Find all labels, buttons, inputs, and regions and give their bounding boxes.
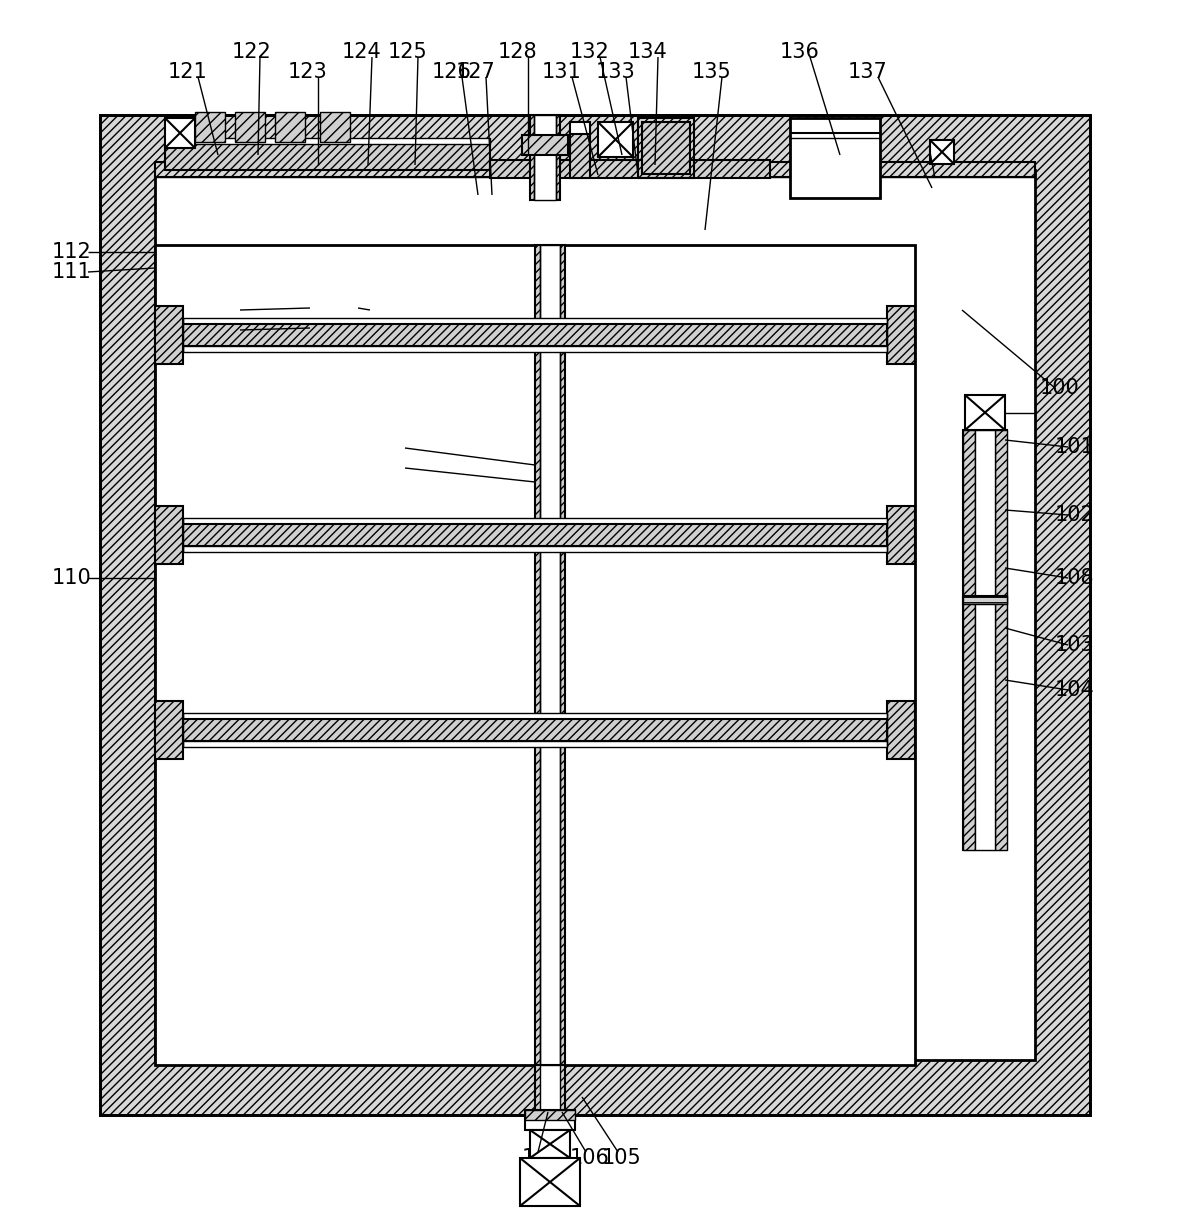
Bar	[790, 118, 879, 198]
Text: 107: 107	[522, 1148, 562, 1168]
Bar	[165, 118, 195, 148]
Bar	[536, 245, 565, 1065]
Bar	[599, 122, 633, 158]
Text: 125: 125	[388, 42, 428, 62]
Bar	[183, 524, 887, 546]
Text: 108: 108	[1056, 568, 1095, 589]
Bar	[155, 245, 915, 1065]
Bar	[534, 115, 556, 200]
Bar	[155, 701, 183, 759]
Text: 137: 137	[848, 62, 888, 82]
Bar	[931, 140, 954, 164]
Bar	[100, 115, 1090, 1115]
Text: 117: 117	[372, 458, 412, 477]
Bar	[525, 1110, 575, 1129]
Bar	[975, 430, 995, 850]
Bar	[183, 346, 887, 352]
Bar	[995, 430, 1007, 850]
Bar	[275, 112, 305, 142]
Bar	[963, 430, 1007, 850]
Text: 135: 135	[693, 62, 732, 82]
Bar	[641, 122, 690, 175]
Text: 126: 126	[432, 62, 472, 82]
Bar	[183, 324, 887, 346]
Text: 104: 104	[1056, 680, 1095, 700]
Text: 110: 110	[52, 568, 92, 589]
Text: 122: 122	[232, 42, 271, 62]
Bar	[540, 245, 560, 1065]
Bar	[155, 505, 183, 564]
Text: 128: 128	[499, 42, 538, 62]
Text: 114: 114	[278, 317, 318, 338]
Bar	[155, 170, 1035, 1060]
Bar	[520, 1158, 580, 1206]
Bar	[525, 1110, 575, 1120]
Bar	[522, 136, 568, 155]
Text: 133: 133	[596, 62, 635, 82]
Bar	[887, 701, 915, 759]
Text: 113: 113	[278, 298, 318, 317]
Bar	[195, 112, 225, 142]
Bar	[570, 129, 590, 178]
Bar	[165, 138, 490, 144]
Bar	[183, 518, 887, 524]
Bar	[234, 112, 265, 142]
Text: 136: 136	[781, 42, 820, 62]
Text: 134: 134	[628, 42, 668, 62]
Text: 103: 103	[1056, 635, 1095, 654]
Bar	[887, 306, 915, 364]
Text: 124: 124	[343, 42, 382, 62]
Bar	[320, 112, 350, 142]
Text: 102: 102	[1056, 505, 1095, 525]
Text: 106: 106	[570, 1148, 610, 1168]
Bar	[887, 505, 915, 564]
Bar	[183, 317, 887, 324]
Text: 105: 105	[602, 1148, 641, 1168]
Text: 100: 100	[1040, 379, 1079, 398]
Bar	[155, 162, 1035, 177]
Bar	[183, 719, 887, 741]
Bar	[183, 713, 887, 719]
Bar	[965, 396, 1006, 430]
Bar	[165, 142, 490, 170]
Bar	[963, 596, 1007, 604]
Bar	[963, 430, 975, 850]
Text: 132: 132	[570, 42, 609, 62]
Text: 131: 131	[543, 62, 582, 82]
Bar	[183, 741, 887, 747]
Bar	[490, 160, 770, 178]
Text: 101: 101	[1056, 437, 1095, 457]
Bar	[540, 1065, 560, 1110]
Text: 111: 111	[52, 263, 92, 282]
Bar	[536, 1065, 565, 1110]
Bar	[183, 546, 887, 552]
Bar	[100, 115, 1090, 1115]
Text: 123: 123	[288, 62, 328, 82]
Bar	[155, 306, 183, 364]
Bar	[530, 1129, 570, 1158]
Text: 112: 112	[52, 242, 92, 263]
Text: 127: 127	[456, 62, 496, 82]
Bar	[638, 118, 694, 178]
Text: 121: 121	[168, 62, 208, 82]
Bar	[963, 596, 1007, 604]
Bar	[530, 115, 560, 200]
Text: 116: 116	[372, 438, 412, 458]
Bar	[570, 122, 590, 134]
Text: 115: 115	[325, 298, 365, 317]
